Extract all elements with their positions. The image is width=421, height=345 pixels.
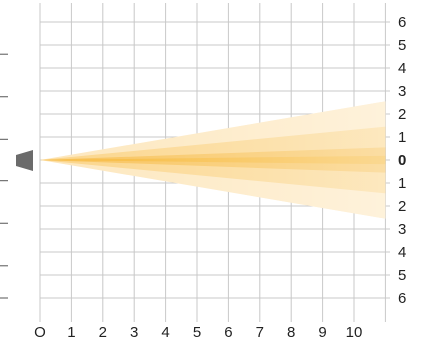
x-tick-label: 10 [346, 324, 363, 341]
beam-fade [40, 101, 386, 219]
emitter-icon [16, 150, 33, 171]
y-tick-label: 2 [398, 198, 406, 215]
x-axis-labels: O 1 2 3 4 5 6 7 8 9 10 [34, 324, 362, 341]
x-tick-label: 8 [287, 324, 295, 341]
y-tick-label: 0 [398, 152, 406, 169]
y-tick-label: 1 [398, 175, 406, 192]
x-tick-label: 3 [130, 324, 138, 341]
y-tick-label: 4 [398, 244, 406, 261]
y-tick-label: 6 [398, 14, 406, 31]
beam-cones [40, 101, 386, 219]
x-tick-label: 7 [256, 324, 264, 341]
x-tick-label: 1 [67, 324, 75, 341]
y-tick-label: 4 [398, 60, 406, 77]
y-tick-label: 2 [398, 106, 406, 123]
x-tick-label: 2 [99, 324, 107, 341]
x-tick-label: 9 [318, 324, 326, 341]
y-tick-label: 3 [398, 221, 406, 238]
left-axis-ticks [0, 53, 8, 299]
y-tick-label: 5 [398, 37, 406, 54]
emitter-icon [16, 150, 33, 171]
y-tick-label: 1 [398, 129, 406, 146]
y-axis-labels: 6 5 4 3 2 1 0 1 2 3 4 5 6 [398, 14, 406, 307]
x-tick-label: 6 [224, 324, 232, 341]
y-tick-label: 6 [398, 290, 406, 307]
x-tick-label: 5 [193, 324, 201, 341]
x-tick-label: 4 [161, 324, 169, 341]
x-tick-label: O [34, 324, 46, 341]
y-tick-label: 3 [398, 83, 406, 100]
y-tick-label: 5 [398, 267, 406, 284]
